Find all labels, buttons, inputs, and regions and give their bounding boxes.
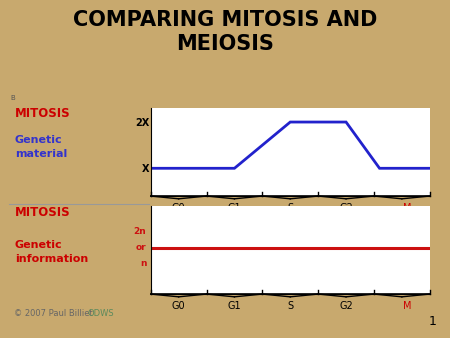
Text: or: or — [135, 243, 146, 252]
Text: Genetic
information: Genetic information — [15, 240, 88, 264]
Text: n: n — [140, 260, 146, 268]
Text: Genetic
material: Genetic material — [15, 135, 67, 159]
Text: S: S — [287, 203, 293, 213]
Text: G1: G1 — [228, 203, 241, 213]
Text: © 2007 Paul Billiet: © 2007 Paul Billiet — [14, 309, 95, 318]
Text: G0: G0 — [172, 203, 185, 213]
Text: MITOSIS: MITOSIS — [15, 107, 71, 120]
Text: M: M — [403, 203, 412, 213]
Text: G0: G0 — [172, 301, 185, 311]
Text: G2: G2 — [339, 301, 353, 311]
Text: G2: G2 — [339, 203, 353, 213]
Text: COMPARING MITOSIS AND
MEIOSIS: COMPARING MITOSIS AND MEIOSIS — [73, 10, 377, 54]
Text: MITOSIS: MITOSIS — [15, 207, 71, 219]
Text: M: M — [403, 301, 412, 311]
Text: ODWS: ODWS — [88, 309, 114, 318]
Text: S: S — [287, 301, 293, 311]
Text: 1: 1 — [428, 315, 436, 328]
Text: G1: G1 — [228, 301, 241, 311]
Text: 2n: 2n — [134, 227, 146, 236]
Text: B: B — [10, 95, 15, 101]
